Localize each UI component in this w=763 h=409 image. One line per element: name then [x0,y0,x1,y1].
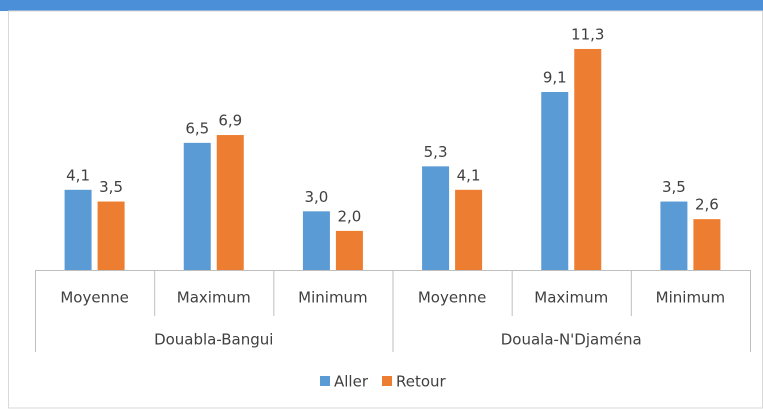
data-label: 4,1 [66,166,90,184]
data-label: 5,3 [424,143,448,161]
bar [660,201,688,270]
bar [302,211,330,270]
data-label: 9,1 [543,69,567,87]
legend-swatch [320,376,330,386]
bar [216,135,244,270]
data-label: 3,0 [304,188,328,206]
legend-swatch [382,376,392,386]
x-tick-label: Minimum [298,289,368,307]
x-tick-label: Moyenne [418,289,486,307]
x-tick-label: Maximum [177,289,251,307]
data-label: 6,5 [185,119,209,137]
data-label: 3,5 [662,178,686,196]
data-label: 4,1 [457,166,481,184]
data-label: 3,5 [99,178,123,196]
bar [541,92,569,270]
x-tick-label: Moyenne [60,289,128,307]
bar [64,189,92,270]
data-label: 2,6 [695,196,719,214]
legend-label: Retour [396,373,447,391]
bar [693,219,721,270]
bar [335,230,363,270]
data-label: 2,0 [337,207,361,225]
data-label: 11,3 [571,25,604,43]
group-label: Douala-N'Djaména [501,331,642,349]
chart-frame [8,10,763,409]
x-tick-label: Maximum [534,289,608,307]
bar [422,166,450,270]
bar [455,189,483,270]
x-tick-label: Minimum [656,289,726,307]
group-label: Douabla-Bangui [154,331,273,349]
bar [183,142,211,270]
header-strip [0,0,763,11]
data-label: 6,9 [218,112,242,130]
bar [97,201,125,270]
bar [574,48,602,270]
legend-label: Aller [334,373,369,391]
